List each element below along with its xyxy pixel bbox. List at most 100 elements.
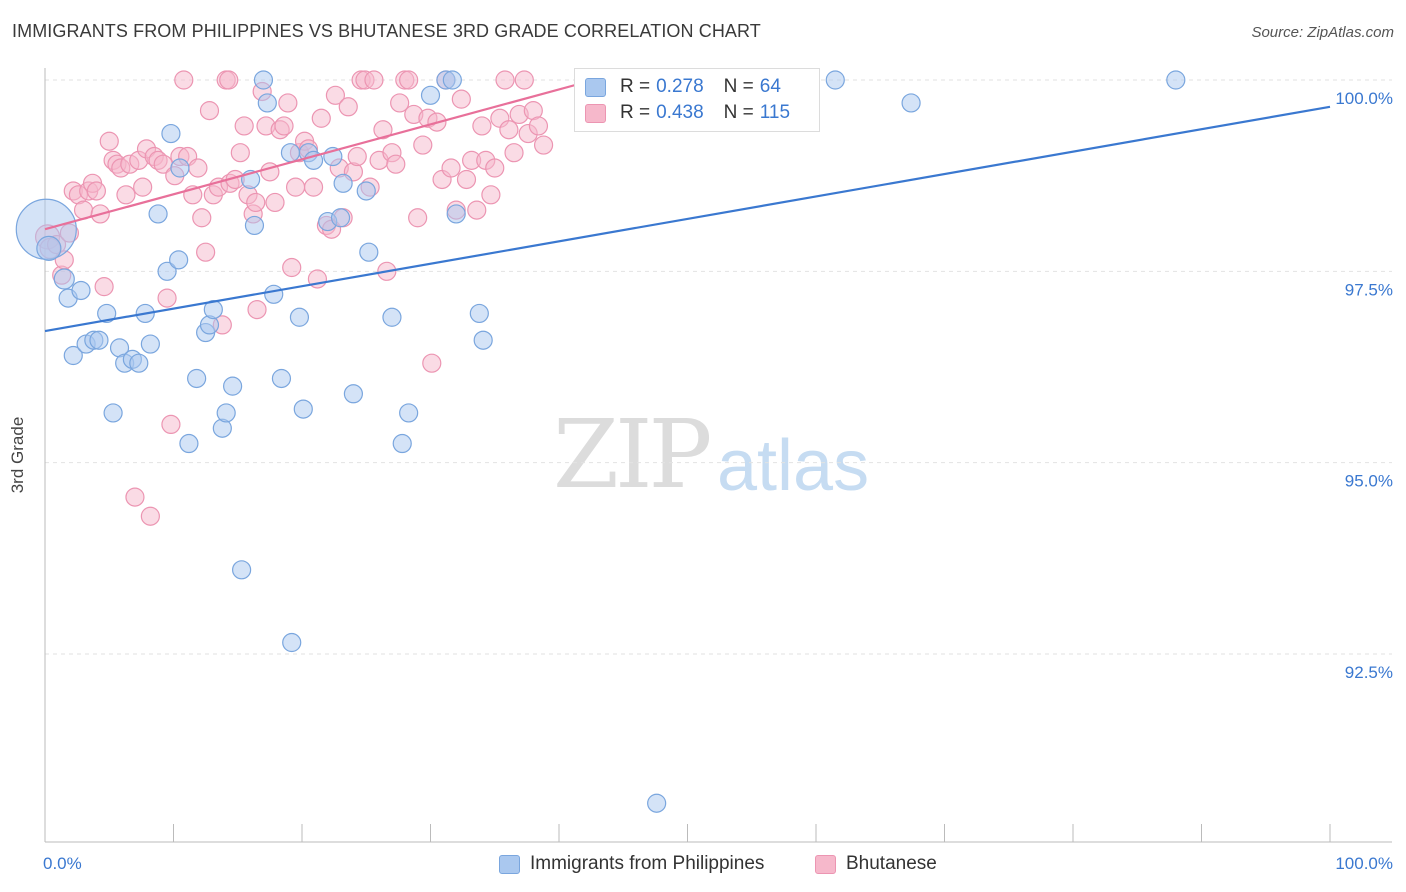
philippines-point xyxy=(97,303,117,324)
bhutanese-point xyxy=(196,242,216,262)
philippines-point xyxy=(53,268,75,290)
bhutanese-swatch xyxy=(585,103,606,123)
bhutanese-point xyxy=(364,70,384,90)
x-tick-label-min: 0.0% xyxy=(43,854,82,873)
bhutanese-point xyxy=(408,208,428,228)
philippines-point xyxy=(157,261,177,281)
r-label: R = xyxy=(620,102,651,123)
n-label: N = xyxy=(723,102,754,123)
bhutanese-point xyxy=(192,208,212,228)
bhutanese-point xyxy=(495,70,515,90)
bhutanese-point xyxy=(533,135,554,155)
bhutanese-point xyxy=(99,131,119,151)
bhutanese-point xyxy=(219,70,239,90)
bhutanese-point xyxy=(373,120,393,140)
philippines-point xyxy=(473,330,493,350)
watermark-zip: ZIP xyxy=(553,400,712,510)
bhutanese-point xyxy=(282,257,302,278)
y-tick-label: 97.5% xyxy=(1345,280,1393,299)
philippines-n-value: 64 xyxy=(759,76,781,97)
bhutanese-point xyxy=(441,158,461,178)
philippines-point xyxy=(244,215,265,236)
philippines-point xyxy=(140,334,160,354)
bhutanese-point xyxy=(338,97,358,117)
bhutanese-point xyxy=(265,192,285,213)
philippines-point xyxy=(442,70,462,90)
philippines-point xyxy=(232,560,252,580)
bhutanese-point xyxy=(174,70,194,90)
philippines-trend-line xyxy=(44,105,1331,333)
philippines-point xyxy=(169,250,189,270)
bhutanese-point xyxy=(285,177,306,197)
philippines-point xyxy=(161,123,181,144)
bhutanese-point xyxy=(199,101,220,121)
y-tick-label: 100.0% xyxy=(1335,89,1393,108)
bhutanese-point xyxy=(303,177,324,197)
bhutanese-trend-line xyxy=(44,78,594,231)
bhutanese-point xyxy=(94,277,114,297)
philippines-point xyxy=(129,353,149,373)
bhutanese-point xyxy=(188,158,208,178)
bhutanese-point xyxy=(247,300,267,320)
philippines-point xyxy=(356,181,376,201)
bhutanese-point xyxy=(456,169,477,190)
philippines-point xyxy=(71,280,91,301)
bhutanese-point xyxy=(413,135,433,155)
bhutanese-point xyxy=(472,116,492,136)
philippines-legend-swatch xyxy=(499,854,520,874)
philippines-point xyxy=(280,143,301,163)
philippines-point xyxy=(257,93,277,113)
legend-label-bhutanese: Bhutanese xyxy=(846,853,937,874)
bhutanese-point xyxy=(422,353,442,373)
bhutanese-point xyxy=(246,192,266,213)
bhutanese-point xyxy=(157,288,177,308)
legend-label-philippines: Immigrants from Philippines xyxy=(530,853,765,874)
philippines-point xyxy=(179,433,199,454)
stats-legend-row-philippines: R = 0.278 N = 64 xyxy=(585,75,781,99)
bhutanese-point xyxy=(140,506,160,526)
philippines-point xyxy=(399,403,419,423)
philippines-point xyxy=(647,793,667,813)
bhutanese-point xyxy=(485,158,505,178)
philippines-point xyxy=(89,330,109,350)
y-tick-label: 92.5% xyxy=(1345,663,1393,682)
philippines-point xyxy=(216,403,236,423)
stats-legend-row-bhutanese: R = 0.438 N = 115 xyxy=(585,101,790,125)
bhutanese-point xyxy=(504,143,524,163)
philippines-point xyxy=(187,368,207,389)
chart-title: IMMIGRANTS FROM PHILIPPINES VS BHUTANESE… xyxy=(12,21,761,41)
legend-item-bhutanese[interactable]: Bhutanese xyxy=(815,851,937,877)
bhutanese-point xyxy=(278,93,298,113)
bhutanese-point xyxy=(234,116,254,136)
philippines-point xyxy=(148,204,168,224)
bhutanese-point xyxy=(390,93,410,113)
legend-item-philippines[interactable]: Immigrants from Philippines xyxy=(499,851,764,877)
philippines-point xyxy=(170,158,190,178)
bhutanese-point xyxy=(467,200,487,220)
philippines-point xyxy=(469,303,489,324)
y-tick-label: 95.0% xyxy=(1345,472,1393,491)
bhutanese-point xyxy=(311,108,331,128)
r-label: R = xyxy=(620,76,651,97)
bhutanese-point xyxy=(325,85,346,105)
philippines-point xyxy=(359,242,379,262)
philippines-swatch xyxy=(585,77,606,97)
philippines-point xyxy=(223,376,243,396)
bhutanese-r-value: 0.438 xyxy=(656,102,704,123)
bhutanese-n-value: 115 xyxy=(759,102,791,123)
philippines-point xyxy=(36,235,62,261)
philippines-point xyxy=(901,93,921,113)
bhutanese-point xyxy=(451,89,471,109)
n-label: N = xyxy=(723,76,754,97)
bhutanese-point xyxy=(481,185,501,205)
bhutanese-point xyxy=(514,70,534,90)
philippines-point xyxy=(382,307,402,327)
philippines-point xyxy=(446,204,466,224)
philippines-point xyxy=(330,208,351,228)
philippines-point xyxy=(264,284,284,304)
philippines-point xyxy=(825,70,845,90)
bhutanese-point xyxy=(133,177,153,197)
philippines-point xyxy=(392,433,412,454)
stats-legend: R = 0.278 N = 64 R = 0.438 N = 115 xyxy=(574,68,820,132)
